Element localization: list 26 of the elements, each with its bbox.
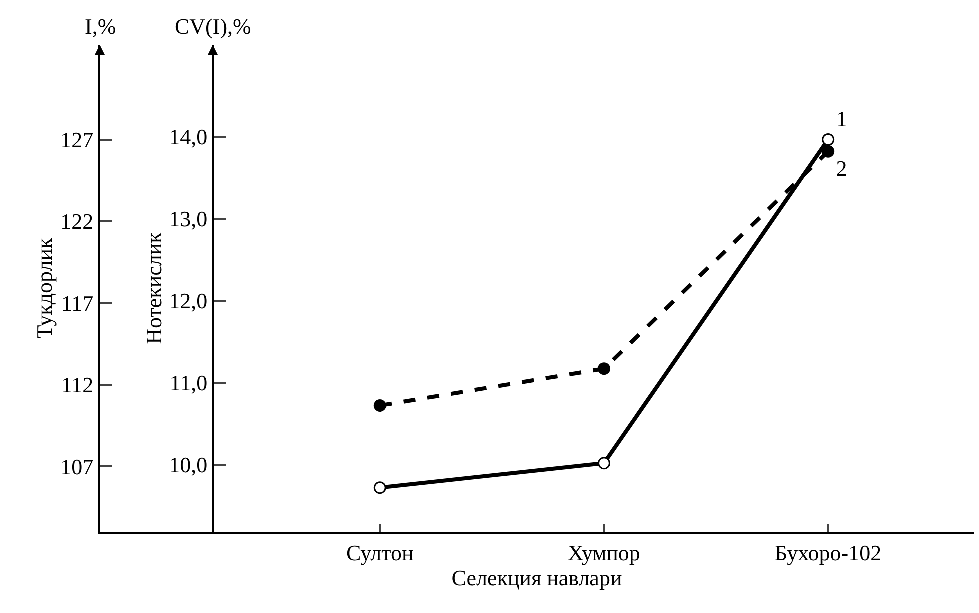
y2-tick-label: 11,0	[170, 370, 208, 396]
y2-tick-label: 10,0	[169, 452, 208, 478]
text: I,%	[85, 14, 116, 39]
text: CV(I),%	[175, 14, 252, 39]
x-tick-label: Бухоро-102	[775, 540, 882, 566]
point	[822, 145, 835, 158]
y2-tick-label: 12,0	[169, 288, 208, 314]
y2-tick-label: 14,0	[169, 124, 208, 150]
point	[598, 457, 610, 470]
series-label: 2	[836, 156, 848, 181]
x-axis-title: Селекция навлари	[452, 565, 622, 590]
y-tick-label: 107	[60, 454, 94, 480]
y-tick-label: 112	[61, 372, 94, 398]
y2-axis-title: Нотекислик	[141, 232, 166, 344]
point	[598, 362, 610, 376]
series-label: 1	[836, 106, 848, 132]
y2-tick-label: 13,0	[169, 206, 208, 232]
point	[374, 399, 386, 412]
x-tick-label: Хумпор	[568, 540, 640, 566]
y-tick-label: 127	[60, 127, 94, 152]
y-tick-label: 117	[61, 290, 94, 316]
x-tick-label: Султон	[346, 540, 414, 566]
point	[822, 134, 835, 146]
y-tick-label: 122	[60, 209, 94, 234]
y-axis-title: Тукдорлик	[32, 238, 57, 339]
point	[374, 482, 386, 494]
